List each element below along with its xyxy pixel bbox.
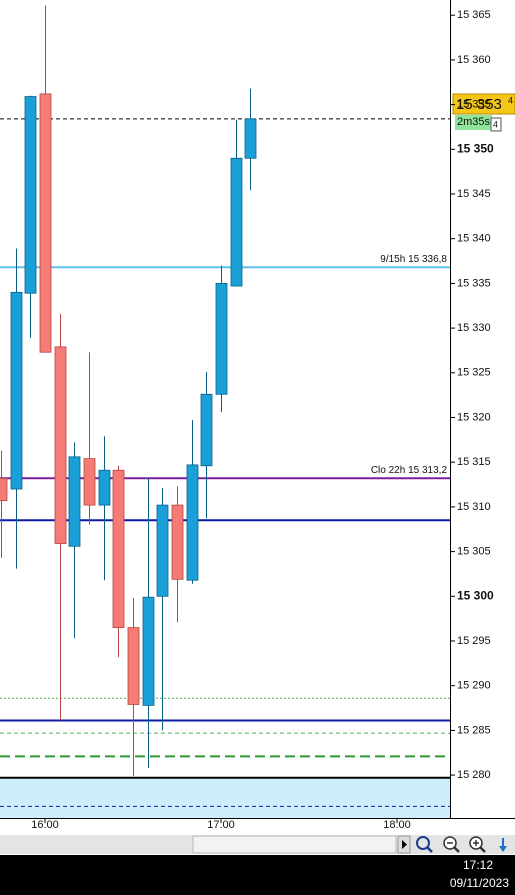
status-time: 17:12 (463, 858, 493, 872)
candle-body (68, 456, 81, 547)
y-tick-label: 15 280 (457, 769, 491, 781)
y-tick-label: 15 335 (457, 277, 491, 289)
candle-body (83, 458, 96, 506)
zoom-out[interactable] (443, 836, 460, 853)
y-tick-label: 15 340 (457, 233, 491, 245)
y-tick-label: 15 315 (457, 456, 491, 468)
candle-body (171, 504, 184, 580)
y-tick-label: 15 345 (457, 188, 491, 200)
y-tick-label: 15 310 (457, 501, 491, 513)
y-tick-label: 15 330 (457, 322, 491, 334)
x-tick-label: 16:00 (31, 819, 59, 831)
timer: 2m35s (457, 116, 491, 128)
price-tag-fraction: 4 (508, 95, 513, 105)
zoom-fit[interactable] (416, 836, 433, 853)
candle-body (142, 596, 155, 706)
level-label: 9/15h 15 336,8 (380, 254, 447, 265)
x-tick-label: 18:00 (383, 819, 411, 831)
price-tag (452, 93, 515, 115)
y-tick-label: 15 360 (457, 54, 491, 66)
candle-body (24, 96, 37, 294)
candle-body (98, 469, 111, 506)
y-tick-label: 15 355 (457, 99, 491, 111)
candle-body (244, 118, 257, 159)
candle-body (54, 346, 67, 544)
candle-body (39, 93, 52, 353)
candle-body (186, 464, 199, 581)
candle-body (230, 157, 243, 287)
y-tick-label: 15 350 (457, 141, 494, 155)
download[interactable] (499, 838, 507, 852)
candle-body (200, 393, 213, 467)
y-tick-label: 15 290 (457, 680, 491, 692)
status-date: 09/11/2023 (450, 876, 509, 890)
y-tick-label: 15 325 (457, 367, 491, 379)
timer-fraction-box (490, 117, 502, 132)
y-tick-label: 15 295 (457, 635, 491, 647)
candle-body (215, 282, 228, 395)
scroll-arrow (402, 840, 407, 849)
zoom-in[interactable] (469, 836, 486, 853)
timer-box (455, 115, 492, 130)
scroll-thumb[interactable] (192, 835, 397, 854)
y-tick-label: 15 305 (457, 545, 491, 557)
candle-body (0, 477, 8, 502)
candle-body (112, 469, 125, 628)
candle-body (10, 291, 23, 490)
low-zone (0, 778, 450, 818)
timer-fraction: 4 (493, 119, 498, 129)
y-tick-label: 15 285 (457, 724, 491, 736)
y-tick-label: 15 320 (457, 411, 491, 423)
candle-body (156, 504, 169, 597)
x-tick-label: 17:00 (207, 819, 235, 831)
status-bar (0, 855, 515, 895)
price-tag-main: 15 353 (456, 96, 502, 113)
candle-body (127, 627, 140, 705)
level-label: Clo 22h 15 313,2 (371, 465, 448, 476)
y-tick-label: 15 300 (457, 588, 494, 602)
y-tick-label: 15 365 (457, 9, 491, 21)
